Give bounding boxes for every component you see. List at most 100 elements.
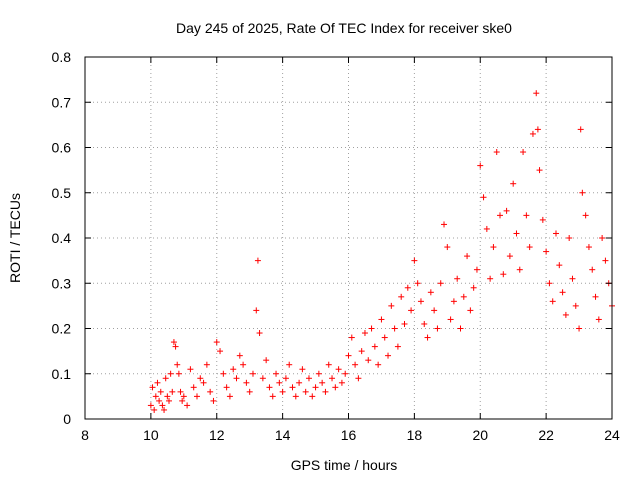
data-point: [162, 375, 169, 382]
data-point: [254, 257, 261, 264]
data-point: [161, 406, 168, 413]
data-point: [184, 402, 191, 409]
data-point: [172, 343, 179, 350]
data-point: [470, 284, 477, 291]
data-point: [230, 366, 237, 373]
x-tick-label: 10: [143, 427, 159, 443]
data-point: [233, 375, 240, 382]
data-point: [394, 343, 401, 350]
data-point: [159, 402, 166, 409]
data-point: [572, 302, 579, 309]
data-point: [536, 167, 543, 174]
data-point: [329, 375, 336, 382]
data-point: [385, 352, 392, 359]
data-point: [368, 325, 375, 332]
data-point: [569, 275, 576, 282]
data-point: [497, 212, 504, 219]
data-point: [180, 393, 187, 400]
data-point: [154, 379, 161, 386]
data-point: [282, 375, 289, 382]
data-point: [411, 257, 418, 264]
data-point: [371, 343, 378, 350]
data-point: [431, 307, 438, 314]
data-point: [200, 379, 207, 386]
data-point: [279, 388, 286, 395]
data-point: [210, 397, 217, 404]
data-point: [391, 325, 398, 332]
data-point: [408, 307, 415, 314]
data-point: [585, 244, 592, 251]
data-point: [582, 212, 589, 219]
y-tick-label: 0.3: [52, 275, 72, 291]
data-point: [441, 221, 448, 228]
data-point: [246, 388, 253, 395]
data-point: [543, 248, 550, 255]
grid: [85, 57, 612, 419]
data-point: [516, 266, 523, 273]
data-point: [398, 293, 405, 300]
data-point: [520, 149, 527, 156]
data-point: [592, 293, 599, 300]
data-point: [289, 384, 296, 391]
data-point: [170, 339, 177, 346]
x-tick-label: 18: [407, 427, 423, 443]
data-point: [345, 352, 352, 359]
chart-title: Day 245 of 2025, Rate Of TEC Index for r…: [176, 20, 512, 36]
data-point: [417, 298, 424, 305]
data-point: [312, 384, 319, 391]
data-point: [157, 388, 164, 395]
y-tick-label: 0.4: [52, 230, 72, 246]
y-axis-label: ROTI / TECUs: [7, 193, 23, 283]
data-point: [187, 366, 194, 373]
data-point: [464, 253, 471, 260]
data-point: [197, 375, 204, 382]
data-point: [169, 388, 176, 395]
data-point: [450, 298, 457, 305]
x-tick-label: 20: [472, 427, 488, 443]
data-point: [165, 397, 172, 404]
y-tick-label: 0: [63, 411, 71, 427]
data-point: [480, 194, 487, 201]
data-point: [305, 375, 312, 382]
data-point: [576, 325, 583, 332]
data-point: [147, 402, 154, 409]
data-point: [213, 339, 220, 346]
data-point: [457, 325, 464, 332]
data-point: [151, 406, 158, 413]
data-point: [175, 370, 182, 377]
data-point: [424, 334, 431, 341]
data-point: [156, 397, 163, 404]
data-point: [207, 388, 214, 395]
data-point: [434, 325, 441, 332]
data-point: [322, 388, 329, 395]
data-point: [276, 379, 283, 386]
data-point: [589, 266, 596, 273]
data-point: [309, 393, 316, 400]
data-point: [332, 384, 339, 391]
data-point: [342, 370, 349, 377]
data-point: [533, 90, 540, 97]
data-point: [167, 370, 174, 377]
data-point: [223, 384, 230, 391]
x-tick-label: 12: [209, 427, 225, 443]
data-point: [553, 230, 560, 237]
data-point: [149, 384, 156, 391]
data-point: [483, 225, 490, 232]
data-point: [358, 348, 365, 355]
data-points: [147, 90, 615, 413]
data-point: [579, 189, 586, 196]
data-point: [174, 361, 181, 368]
data-point: [203, 361, 210, 368]
data-point: [179, 397, 186, 404]
data-point: [236, 352, 243, 359]
data-point: [319, 379, 326, 386]
data-point: [427, 289, 434, 296]
data-point: [190, 384, 197, 391]
data-point: [335, 366, 342, 373]
data-point: [249, 370, 256, 377]
data-point: [388, 302, 395, 309]
data-point: [556, 262, 563, 269]
x-tick-label: 14: [275, 427, 291, 443]
x-tick-label: 22: [538, 427, 554, 443]
